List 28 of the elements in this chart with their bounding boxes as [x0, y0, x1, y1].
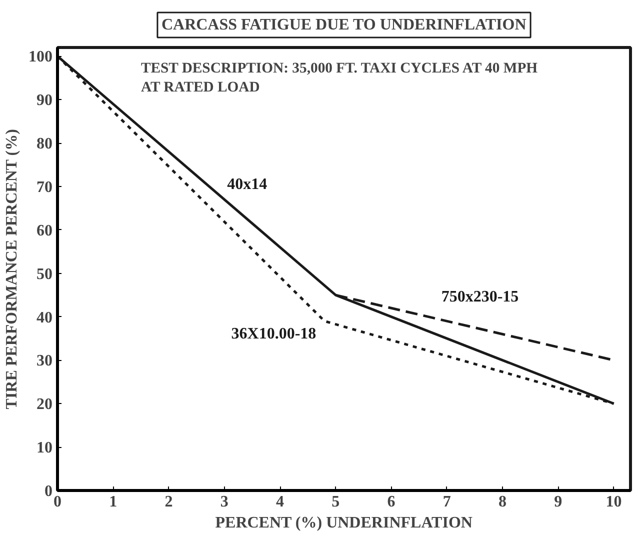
x-tick-label: 2: [164, 494, 173, 510]
y-tick-label: 90: [36, 92, 52, 110]
series-label: 36X10.00-18: [231, 326, 316, 343]
y-tick-label: 50: [36, 266, 52, 283]
y-tick-label: 20: [36, 396, 52, 414]
y-tick-label: 10: [36, 440, 52, 457]
y-tick-label: 0: [44, 483, 52, 500]
y-tick-label: 30: [36, 352, 52, 370]
chart-title: CARCASS FATIGUE DUE TO UNDERINFLATION: [161, 16, 527, 34]
x-tick-label: 9: [554, 494, 562, 510]
y-tick-label: 100: [28, 48, 52, 66]
annotation: TEST DESCRIPTION: 35,000 FT. TAXI CYCLES AT 40 MPH AT RATED LOAD: [140, 60, 538, 96]
x-tick-label: 10: [606, 494, 622, 510]
x-tick-label: 1: [109, 494, 118, 510]
y-tick-label: 40: [36, 309, 52, 326]
x-axis-title: PERCENT (%) UNDERINFLATION: [215, 514, 473, 532]
x-tick-label: 8: [498, 494, 507, 510]
x-tick-label: 3: [220, 494, 228, 510]
y-tick-label: 80: [36, 136, 52, 153]
series-label: 40x14: [227, 176, 268, 193]
y-axis-title: TIRE PERFORMANCE PERCENT (%): [4, 129, 20, 410]
x-tick-label: 4: [276, 494, 284, 510]
y-tick-label: 70: [36, 178, 52, 196]
x-tick-label: 6: [387, 494, 396, 510]
x-tick-label: 5: [332, 494, 340, 510]
y-tick-label: 60: [36, 222, 52, 240]
x-tick-label: 7: [442, 494, 451, 510]
series-label: 750x230-15: [441, 288, 519, 306]
